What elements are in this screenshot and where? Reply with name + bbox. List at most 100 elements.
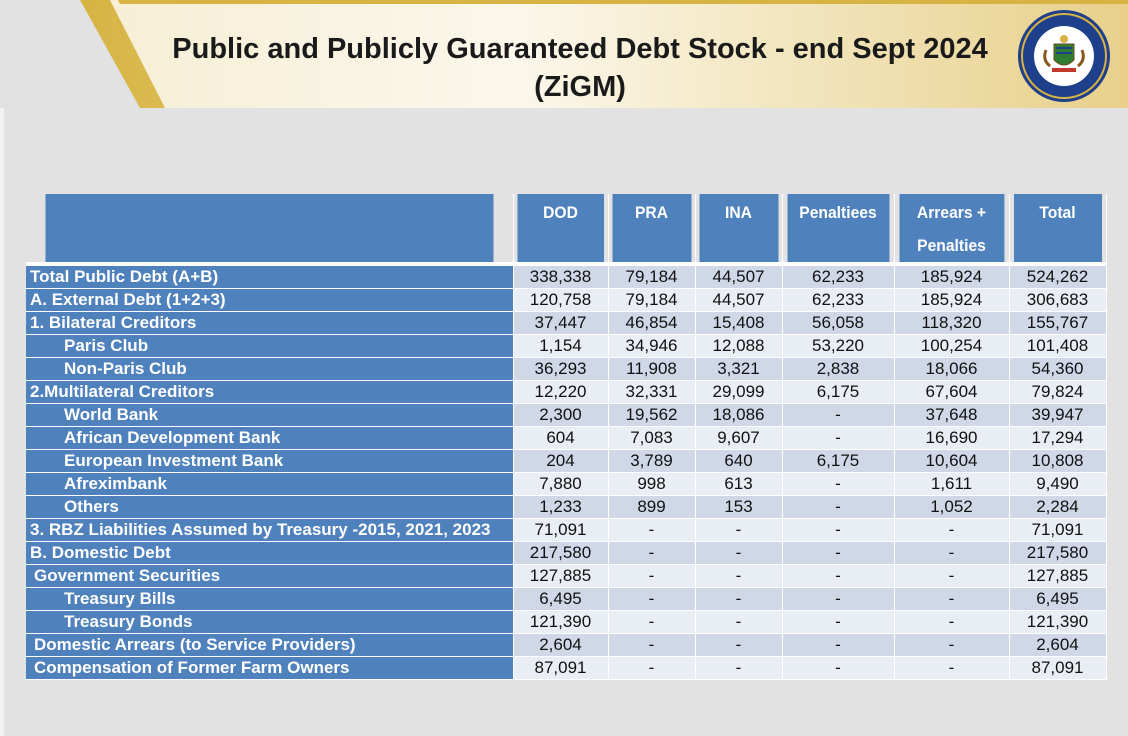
cell-pra: -	[608, 633, 696, 657]
cell-total: 17,294	[1009, 426, 1107, 450]
row-label: A. External Debt (1+2+3)	[26, 288, 514, 312]
cell-penalties: -	[782, 564, 895, 588]
table-row: A. External Debt (1+2+3) 120,758 79,184 44,…	[26, 288, 1107, 312]
header-penalties: Penaltiees	[786, 194, 890, 264]
cell-ina: 18,086	[695, 403, 783, 427]
cell-penalties: -	[782, 495, 895, 519]
header-dod: DOD	[516, 194, 605, 264]
cell-pra: 899	[608, 495, 696, 519]
cell-ina: 9,607	[695, 426, 783, 450]
cell-total: 71,091	[1009, 518, 1107, 542]
row-label: Domestic Arrears (to Service Providers)	[26, 633, 514, 657]
cell-pra: -	[608, 587, 696, 611]
row-label: Paris Club	[26, 334, 514, 358]
table-row: Others 1,233 899 153-1,052 2,284	[26, 495, 1107, 519]
cell-arrears-penalties: -	[894, 518, 1010, 542]
cell-penalties: -	[782, 656, 895, 680]
cell-arrears-penalties: -	[894, 633, 1010, 657]
header-ina: INA	[698, 194, 779, 264]
header-arrears-penalties: Arrears + Penalties	[898, 194, 1005, 264]
cell-ina: 3,321	[695, 357, 783, 381]
cell-pra: 32,331	[608, 380, 696, 404]
cell-total: 121,390	[1009, 610, 1107, 634]
cell-ina: 15,408	[695, 311, 783, 335]
cell-dod: 121,390	[513, 610, 609, 634]
table-row: Treasury Bonds 121,390- - - -121,390	[26, 610, 1107, 634]
cell-pra: 11,908	[608, 357, 696, 381]
cell-pra: 79,184	[608, 288, 696, 312]
cell-total: 87,091	[1009, 656, 1107, 680]
table-row: Paris Club 1,154 34,946 12,088 53,220 100,254…	[26, 334, 1107, 358]
cell-arrears-penalties: -	[894, 656, 1010, 680]
row-label: 2.Multilateral Creditors	[26, 380, 514, 404]
cell-arrears-penalties: 100,254	[894, 334, 1010, 358]
cell-dod: 6,495	[513, 587, 609, 611]
cell-dod: 2,604	[513, 633, 609, 657]
cell-penalties: -	[782, 472, 895, 496]
cell-ina: 29,099	[695, 380, 783, 404]
title-banner: Public and Publicly Guaranteed Debt Stoc…	[0, 0, 1128, 108]
left-edge-strip	[0, 0, 4, 736]
cell-pra: 46,854	[608, 311, 696, 335]
cell-dod: 36,293	[513, 357, 609, 381]
cell-dod: 120,758	[513, 288, 609, 312]
cell-arrears-penalties: 10,604	[894, 449, 1010, 473]
cell-total: 79,824	[1009, 380, 1107, 404]
cell-arrears-penalties: -	[894, 541, 1010, 565]
cell-pra: 79,184	[608, 264, 696, 289]
cell-penalties: -	[782, 426, 895, 450]
cell-total: 127,885	[1009, 564, 1107, 588]
cell-pra: -	[608, 518, 696, 542]
cell-penalties: -	[782, 610, 895, 634]
cell-pra: -	[608, 541, 696, 565]
cell-ina: -	[695, 610, 783, 634]
cell-dod: 127,885	[513, 564, 609, 588]
cell-arrears-penalties: 37,648	[894, 403, 1010, 427]
cell-arrears-penalties: 185,924	[894, 288, 1010, 312]
cell-ina: 12,088	[695, 334, 783, 358]
page-title: Public and Publicly Guaranteed Debt Stoc…	[172, 33, 988, 103]
cell-penalties: 6,175	[782, 380, 895, 404]
cell-pra: -	[608, 656, 696, 680]
cell-ina: -	[695, 633, 783, 657]
cell-penalties: 62,233	[782, 264, 895, 289]
cell-total: 306,683	[1009, 288, 1107, 312]
cell-total: 155,767	[1009, 311, 1107, 335]
cell-arrears-penalties: -	[894, 564, 1010, 588]
table-row: Compensation of Former Farm Owners 87,091…	[26, 656, 1107, 680]
cell-pra: -	[608, 564, 696, 588]
cell-penalties: -	[782, 403, 895, 427]
cell-ina: 613	[695, 472, 783, 496]
coat-of-arms-seal-icon	[1016, 8, 1112, 104]
row-label: World Bank	[26, 403, 514, 427]
cell-ina: 153	[695, 495, 783, 519]
cell-penalties: -	[782, 633, 895, 657]
row-label: European Investment Bank	[26, 449, 514, 473]
table-row: 3. RBZ Liabilities Assumed by Treasury -…	[26, 518, 1107, 542]
cell-dod: 87,091	[513, 656, 609, 680]
cell-dod: 1,154	[513, 334, 609, 358]
table-row: B. Domestic Debt 217,580- - - -217,580	[26, 541, 1107, 565]
cell-ina: -	[695, 587, 783, 611]
cell-penalties: 62,233	[782, 288, 895, 312]
table-row: Total Public Debt (A+B) 338,338 79,184 44,5…	[26, 264, 1107, 289]
table-row: Government Securities 127,885- - - -127,885	[26, 564, 1107, 588]
row-label: Afreximbank	[26, 472, 514, 496]
cell-arrears-penalties: 185,924	[894, 264, 1010, 289]
cell-total: 6,495	[1009, 587, 1107, 611]
row-label: Government Securities	[26, 564, 514, 588]
cell-penalties: 2,838	[782, 357, 895, 381]
cell-ina: -	[695, 656, 783, 680]
table-row: African Development Bank 604 7,083 9,607-16…	[26, 426, 1107, 450]
cell-dod: 12,220	[513, 380, 609, 404]
cell-dod: 37,447	[513, 311, 609, 335]
cell-dod: 204	[513, 449, 609, 473]
cell-total: 101,408	[1009, 334, 1107, 358]
cell-ina: 44,507	[695, 264, 783, 289]
cell-total: 39,947	[1009, 403, 1107, 427]
cell-dod: 1,233	[513, 495, 609, 519]
cell-penalties: -	[782, 587, 895, 611]
cell-pra: 19,562	[608, 403, 696, 427]
header-pra: PRA	[611, 194, 692, 264]
cell-arrears-penalties: -	[894, 587, 1010, 611]
